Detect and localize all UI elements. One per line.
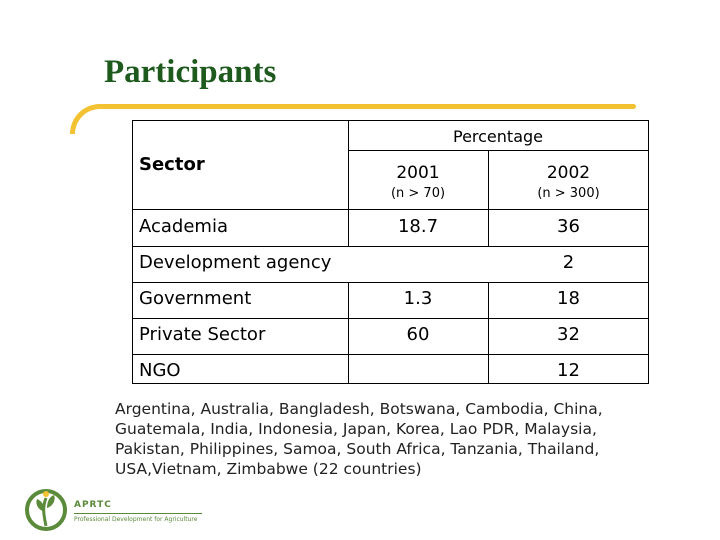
header-n-2002: (n > 300) (537, 186, 600, 201)
row-sector-development: Development agency (139, 252, 332, 273)
header-sector: Sector (139, 154, 205, 175)
header-percentage: Percentage (452, 127, 543, 146)
row-sector-ngo: NGO (139, 360, 181, 381)
rule-sector-left (348, 121, 349, 246)
rule-under-percentage (348, 150, 649, 151)
rule-under-row-academia (133, 246, 648, 247)
row-value-2002-ngo: 12 (557, 360, 580, 381)
aprtc-logo: APRTC Professional Development for Agric… (24, 486, 204, 532)
row-value-2001-academia: 18.7 (397, 216, 439, 237)
countries-list: Argentina, Australia, Bangladesh, Botswa… (115, 400, 603, 478)
title-underline (96, 104, 636, 109)
rule-under-row-development (133, 282, 648, 283)
rule-under-header (133, 209, 648, 210)
header-n-2001: (n > 70) (390, 186, 446, 201)
title-underline-hook (70, 104, 108, 134)
header-year-2001: 2001 (396, 163, 440, 183)
logo-divider (74, 513, 202, 514)
rule-year-divider (488, 150, 489, 246)
row-value-2001-private: 60 (406, 324, 430, 345)
header-year-2002: 2002 (546, 163, 591, 183)
slide-title: Participants (104, 54, 277, 90)
rule-under-row-government (133, 318, 648, 319)
logo-acronym: APRTC (74, 500, 112, 510)
row-value-2002-private: 32 (557, 324, 580, 345)
row-value-2002-academia: 36 (557, 216, 580, 237)
row-sector-academia: Academia (139, 216, 228, 237)
row-value-2002-government: 18 (557, 288, 580, 309)
rule-year-divider-lower (488, 282, 489, 383)
logo-tagline: Professional Development for Agriculture (74, 516, 198, 523)
row-sector-private: Private Sector (139, 324, 266, 345)
row-value-2002-development: 2 (562, 252, 575, 273)
participants-table: Percentage Sector 2001 (n > 70) 2002 (n … (132, 120, 649, 384)
aprtc-emblem-icon (25, 489, 67, 531)
row-sector-government: Government (139, 288, 252, 309)
row-value-2001-government: 1.3 (403, 288, 433, 309)
rule-sector-left-lower (348, 282, 349, 383)
rule-under-row-private (133, 354, 648, 355)
